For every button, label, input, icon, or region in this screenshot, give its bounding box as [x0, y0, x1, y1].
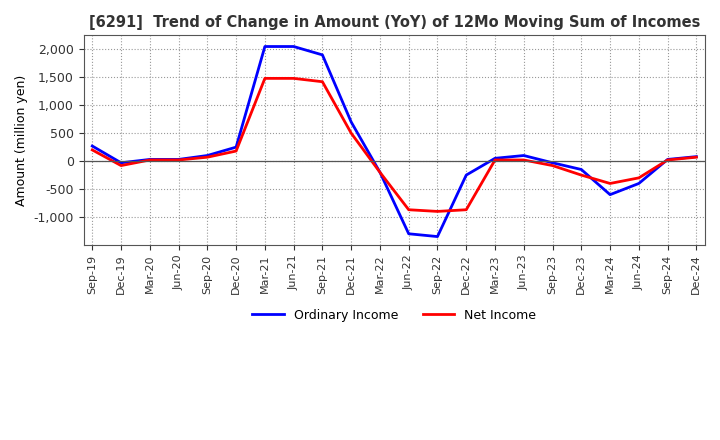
Line: Ordinary Income: Ordinary Income	[92, 47, 696, 237]
Ordinary Income	[232, 144, 240, 150]
Line: Net Income: Net Income	[92, 78, 696, 211]
Net Income	[462, 207, 471, 213]
Ordinary Income	[692, 154, 701, 159]
Net Income	[318, 79, 327, 84]
Net Income	[203, 154, 212, 160]
Ordinary Income	[405, 231, 413, 236]
Net Income	[606, 181, 614, 186]
Net Income	[634, 175, 643, 180]
Net Income	[232, 148, 240, 154]
Ordinary Income	[347, 119, 356, 125]
Net Income	[548, 163, 557, 168]
Net Income	[519, 158, 528, 163]
Legend: Ordinary Income, Net Income: Ordinary Income, Net Income	[248, 304, 541, 327]
Ordinary Income	[318, 52, 327, 58]
Net Income	[405, 207, 413, 213]
Net Income	[491, 158, 500, 163]
Ordinary Income	[634, 181, 643, 186]
Net Income	[376, 170, 384, 175]
Ordinary Income	[376, 170, 384, 175]
Ordinary Income	[462, 172, 471, 178]
Title: [6291]  Trend of Change in Amount (YoY) of 12Mo Moving Sum of Incomes: [6291] Trend of Change in Amount (YoY) o…	[89, 15, 700, 30]
Ordinary Income	[88, 143, 96, 149]
Net Income	[577, 172, 585, 178]
Net Income	[88, 147, 96, 153]
Net Income	[289, 76, 298, 81]
Ordinary Income	[606, 192, 614, 197]
Y-axis label: Amount (million yen): Amount (million yen)	[15, 74, 28, 206]
Ordinary Income	[519, 153, 528, 158]
Ordinary Income	[117, 160, 125, 165]
Ordinary Income	[261, 44, 269, 49]
Net Income	[433, 209, 442, 214]
Net Income	[174, 158, 183, 163]
Ordinary Income	[491, 156, 500, 161]
Ordinary Income	[577, 167, 585, 172]
Ordinary Income	[289, 44, 298, 49]
Net Income	[145, 158, 154, 163]
Net Income	[692, 154, 701, 160]
Net Income	[117, 163, 125, 168]
Net Income	[347, 131, 356, 136]
Ordinary Income	[433, 234, 442, 239]
Ordinary Income	[145, 157, 154, 162]
Ordinary Income	[663, 157, 672, 162]
Ordinary Income	[203, 153, 212, 158]
Ordinary Income	[548, 160, 557, 165]
Net Income	[261, 76, 269, 81]
Ordinary Income	[174, 157, 183, 162]
Net Income	[663, 158, 672, 163]
